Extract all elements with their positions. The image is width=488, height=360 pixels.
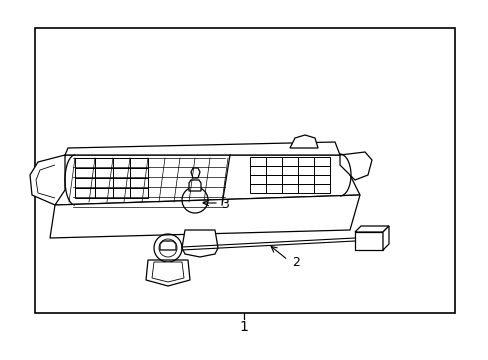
Polygon shape (30, 155, 65, 205)
Bar (313, 166, 329, 175)
Bar (75, 188, 95, 198)
Polygon shape (50, 195, 359, 238)
Polygon shape (182, 230, 218, 257)
Bar (113, 178, 130, 188)
Bar (282, 166, 297, 175)
Bar (297, 184, 313, 193)
Polygon shape (152, 262, 183, 282)
Bar (282, 175, 297, 184)
Bar (95, 188, 113, 198)
Bar (75, 178, 95, 188)
Bar (313, 175, 329, 184)
Bar (354, 232, 382, 250)
Polygon shape (191, 168, 200, 178)
Text: 2: 2 (291, 256, 299, 269)
Bar (265, 175, 282, 184)
Bar (95, 178, 113, 188)
Bar (249, 166, 265, 175)
Bar (130, 178, 148, 188)
Bar (75, 168, 95, 178)
Bar (130, 158, 148, 168)
Bar (282, 184, 297, 193)
Bar (265, 184, 282, 193)
Polygon shape (160, 241, 176, 250)
Polygon shape (339, 152, 371, 180)
Bar (113, 188, 130, 198)
Bar (297, 166, 313, 175)
Bar (249, 175, 265, 184)
Polygon shape (65, 142, 339, 155)
Bar (297, 157, 313, 166)
Bar (95, 168, 113, 178)
Polygon shape (354, 226, 388, 232)
Bar (313, 184, 329, 193)
Bar (35, 28, 454, 313)
Bar (313, 157, 329, 166)
Bar (265, 166, 282, 175)
Bar (249, 184, 265, 193)
Bar (130, 188, 148, 198)
Polygon shape (382, 226, 388, 250)
Text: 3: 3 (221, 198, 228, 211)
Polygon shape (189, 180, 201, 191)
Text: 1: 1 (239, 320, 248, 334)
Bar (249, 157, 265, 166)
Bar (265, 157, 282, 166)
Bar (297, 175, 313, 184)
Polygon shape (289, 135, 317, 148)
Bar (75, 158, 95, 168)
Bar (113, 168, 130, 178)
Bar (95, 158, 113, 168)
Polygon shape (55, 155, 359, 205)
Bar (130, 168, 148, 178)
Bar (113, 158, 130, 168)
Bar (282, 157, 297, 166)
